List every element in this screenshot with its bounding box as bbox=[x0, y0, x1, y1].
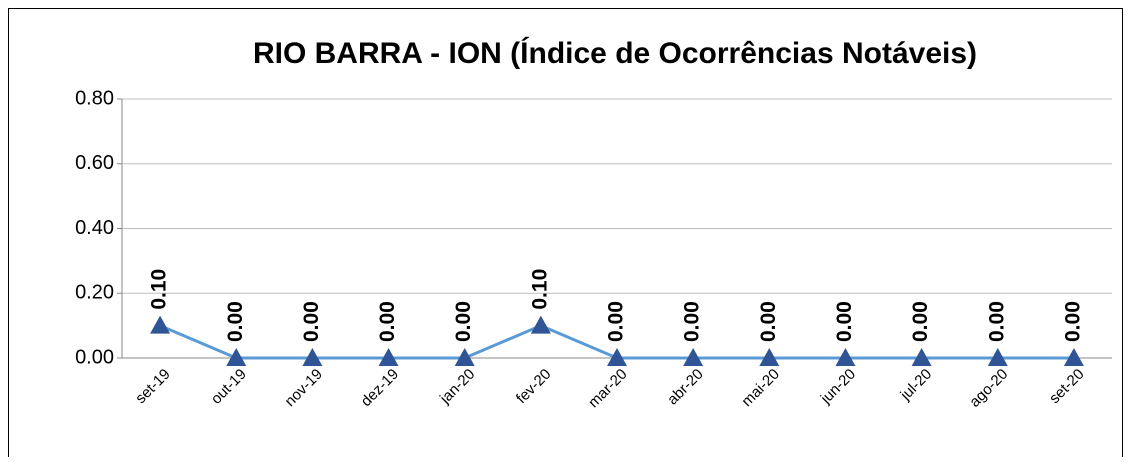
marker bbox=[759, 348, 780, 366]
data-label: 0.00 bbox=[985, 301, 1008, 342]
chart-frame bbox=[8, 8, 1123, 462]
x-tick-label: set-20 bbox=[1046, 366, 1088, 408]
marker bbox=[150, 315, 171, 334]
data-label: 0.00 bbox=[833, 301, 856, 342]
data-label: 0.00 bbox=[681, 301, 704, 342]
x-tick-label: ago-20 bbox=[966, 366, 1011, 411]
data-label: 0.00 bbox=[757, 301, 780, 342]
marker bbox=[835, 348, 856, 366]
x-tick-label: mai-20 bbox=[738, 366, 782, 410]
y-tick-label: 0.00 bbox=[75, 346, 114, 368]
marker bbox=[911, 348, 932, 366]
data-label: 0.00 bbox=[605, 301, 628, 342]
marker bbox=[1063, 348, 1084, 366]
x-tick-label: jun-20 bbox=[817, 366, 859, 408]
data-label: 0.00 bbox=[909, 301, 932, 342]
marker bbox=[302, 348, 323, 366]
marker bbox=[378, 348, 399, 366]
x-tick-label: nov-19 bbox=[282, 366, 326, 410]
y-tick-label: 0.40 bbox=[75, 217, 114, 239]
x-tick-label: abr-20 bbox=[664, 366, 707, 409]
data-label: 0.00 bbox=[1061, 301, 1084, 342]
x-tick-label: jul-20 bbox=[897, 366, 936, 405]
x-tick-label: mar-20 bbox=[585, 366, 631, 412]
y-tick-label: 0.80 bbox=[75, 87, 114, 109]
x-tick-label: fev-20 bbox=[513, 366, 555, 408]
marker bbox=[530, 315, 551, 334]
marker bbox=[226, 348, 247, 366]
data-label: 0.10 bbox=[148, 269, 171, 310]
marker bbox=[683, 348, 704, 366]
marker bbox=[987, 348, 1008, 366]
data-label: 0.00 bbox=[376, 301, 399, 342]
x-tick-label: dez-19 bbox=[358, 366, 402, 410]
y-tick-label: 0.60 bbox=[75, 152, 114, 174]
data-label: 0.00 bbox=[224, 301, 247, 342]
chart-title: RIO BARRA - ION (Índice de Ocorrências N… bbox=[253, 36, 977, 70]
x-tick-label: jan-20 bbox=[436, 366, 478, 408]
data-label: 0.10 bbox=[528, 269, 551, 310]
x-tick-label: out-19 bbox=[208, 366, 250, 408]
marker bbox=[454, 348, 475, 366]
x-tick-label: set-19 bbox=[132, 366, 174, 408]
y-tick-label: 0.20 bbox=[75, 282, 114, 304]
marker bbox=[607, 348, 627, 366]
data-label: 0.00 bbox=[452, 301, 475, 342]
data-label: 0.00 bbox=[300, 301, 323, 342]
